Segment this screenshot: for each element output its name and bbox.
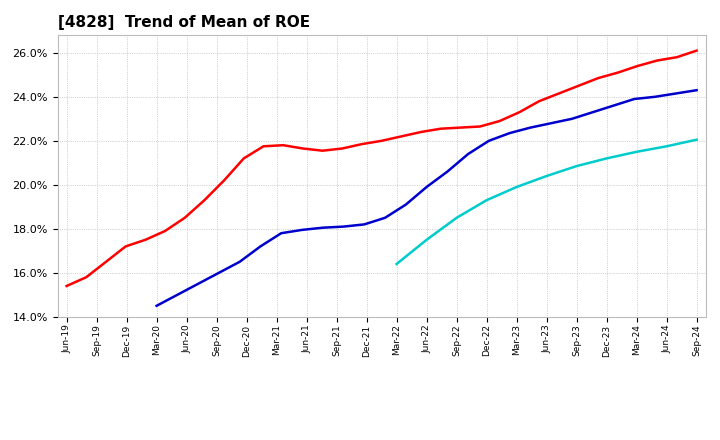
Text: [4828]  Trend of Mean of ROE: [4828] Trend of Mean of ROE: [58, 15, 310, 30]
